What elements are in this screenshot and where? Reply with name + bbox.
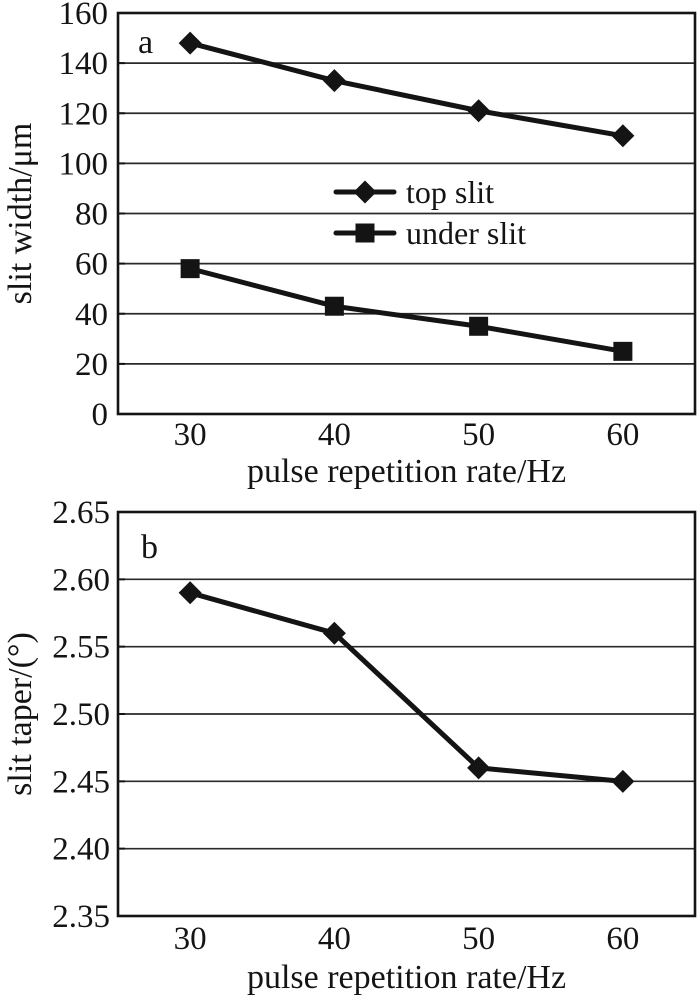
data-point-slit-taper [322, 621, 346, 645]
y-tick-label: 60 [75, 247, 108, 283]
x-axis-title: pulse repetition rate/Hz [247, 959, 566, 996]
x-tick-label: 30 [174, 921, 207, 957]
series-line-under-slit [187, 266, 626, 354]
y-tick-label: 100 [59, 146, 109, 182]
x-axis-title: pulse repetition rate/Hz [247, 453, 566, 490]
y-tick-label: 2.60 [52, 562, 110, 598]
data-point-slit-taper [611, 769, 635, 793]
y-tick-label: 2.40 [52, 832, 110, 868]
y-axis-title: slit taper/(°) [2, 632, 39, 796]
data-point-slit-taper [467, 756, 491, 780]
y-tick-label: 120 [59, 96, 109, 132]
panel-label: a [138, 24, 153, 61]
x-tick-label: 50 [462, 417, 495, 453]
chart-panel-a: 0 20 40 60 80 100 120 140 160 30 40 50 60 pulse repet… [2, 0, 697, 490]
data-point-top-slit [467, 99, 491, 123]
plot-border [116, 510, 697, 918]
series-line-top-slit [187, 40, 626, 139]
y-tick-label: 2.55 [52, 630, 110, 666]
y-tick-label: 2.50 [52, 697, 110, 733]
data-point-under-slit [324, 296, 344, 316]
x-tick-label: 40 [318, 417, 351, 453]
x-tick-label: 50 [462, 921, 495, 957]
legend-marker-square [355, 223, 375, 243]
y-tick-label: 2.65 [52, 500, 110, 531]
data-point-top-slit [322, 69, 346, 93]
y-tick-label: 2.35 [52, 899, 110, 935]
x-tick-label: 30 [174, 417, 207, 453]
y-tick-label: 160 [59, 0, 109, 32]
y-tick-label: 80 [75, 197, 108, 233]
chart-panel-b: 2.35 2.40 2.45 2.50 2.55 2.60 2.65 30 40 50 60 puls… [2, 500, 697, 996]
plot-border [116, 11, 697, 416]
data-point-top-slit [178, 31, 202, 55]
panel-label: b [141, 529, 158, 566]
y-tick-label: 0 [92, 397, 109, 433]
x-tick-label: 60 [606, 921, 639, 957]
data-point-under-slit [469, 316, 489, 336]
legend-label: under slit [406, 215, 526, 251]
y-tick-label: 20 [75, 347, 108, 383]
series-line-slit-taper [187, 590, 626, 784]
data-point-under-slit [180, 259, 200, 279]
data-point-top-slit [611, 124, 635, 148]
y-tick-label: 2.45 [52, 764, 110, 800]
data-point-slit-taper [178, 581, 202, 605]
y-axis-title: slit width/μm [2, 123, 39, 305]
data-point-under-slit [613, 341, 633, 361]
y-tick-label: 140 [59, 46, 109, 82]
x-tick-label: 40 [318, 921, 351, 957]
y-tick-label: 40 [75, 297, 108, 333]
legend-marker-diamond [353, 180, 377, 204]
x-tick-label: 60 [606, 417, 639, 453]
legend-label: top slit [406, 174, 494, 210]
